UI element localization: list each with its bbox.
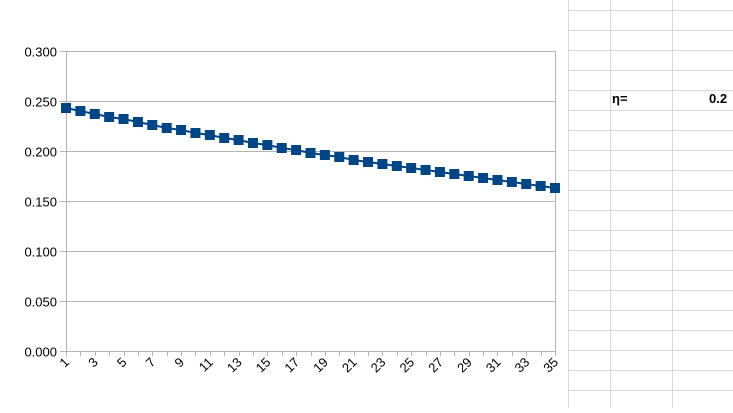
data-point-marker: [348, 155, 359, 165]
y-tick-label: 0.100: [24, 245, 57, 260]
x-tick-label: 19: [310, 355, 331, 376]
data-point-marker: [434, 167, 445, 177]
data-point-marker: [204, 130, 215, 140]
data-point-marker: [478, 173, 489, 183]
x-tick-label: 15: [253, 355, 274, 376]
data-point-marker: [535, 181, 546, 191]
data-point-marker: [420, 165, 431, 175]
data-point-marker: [262, 140, 273, 150]
data-point-marker: [147, 120, 158, 130]
data-point-marker: [132, 117, 143, 127]
data-point-marker: [305, 148, 316, 158]
data-point-marker: [233, 135, 244, 145]
data-point-marker: [104, 112, 115, 122]
data-point-marker: [219, 133, 230, 143]
x-tick-label: 9: [171, 355, 187, 371]
x-tick-label: 25: [396, 355, 417, 376]
x-tick-label: 7: [143, 355, 159, 371]
x-tick-label: 27: [425, 355, 446, 376]
x-tick-label: 3: [85, 355, 101, 371]
data-point-marker: [377, 159, 388, 169]
eta-label-cell[interactable]: η=: [612, 91, 628, 106]
data-point-marker: [75, 106, 86, 116]
y-tick-label: 0.000: [24, 345, 57, 360]
data-point-marker: [506, 177, 517, 187]
x-tick-label: 5: [114, 355, 130, 371]
y-tick-label: 0.200: [24, 145, 57, 160]
data-point-marker: [118, 114, 129, 124]
data-point-marker: [319, 150, 330, 160]
x-tick-label: 31: [483, 355, 504, 376]
data-point-marker: [492, 175, 503, 185]
x-tick-label: 17: [281, 355, 302, 376]
x-tick-label: 33: [512, 355, 533, 376]
data-point-marker: [176, 125, 187, 135]
y-tick-label: 0.300: [24, 45, 57, 60]
data-point-marker: [521, 179, 532, 189]
x-tick-label: 23: [368, 355, 389, 376]
line-chart[interactable]: 0.000 0.050 0.100 0.150 0.200 0.250 0.300 1 3 5 7 9…: [0, 0, 568, 408]
data-point-marker: [190, 128, 201, 138]
x-tick-label: 21: [339, 355, 360, 376]
y-tick-label: 0.050: [24, 295, 57, 310]
data-point-marker: [550, 183, 560, 193]
data-point-marker: [406, 163, 417, 173]
y-tick-label: 0.250: [24, 95, 57, 110]
eta-value-cell[interactable]: 0.2: [709, 91, 728, 106]
data-point-marker: [391, 161, 402, 171]
data-point-marker: [247, 138, 258, 148]
x-tick-label: 13: [224, 355, 245, 376]
data-point-marker: [363, 157, 374, 167]
data-point-marker: [161, 123, 172, 133]
data-point-marker: [449, 169, 460, 179]
data-point-marker: [61, 103, 71, 113]
x-tick-label: 29: [454, 355, 475, 376]
y-tick-label: 0.150: [24, 195, 57, 210]
data-point-marker: [334, 152, 345, 162]
x-tick-label: 35: [540, 355, 561, 376]
data-point-marker: [89, 109, 100, 119]
x-tick-label: 1: [56, 355, 72, 371]
x-tick-label: 11: [196, 355, 216, 375]
data-point-marker: [276, 143, 287, 153]
data-point-marker: [291, 145, 302, 155]
data-point-marker: [463, 171, 474, 181]
